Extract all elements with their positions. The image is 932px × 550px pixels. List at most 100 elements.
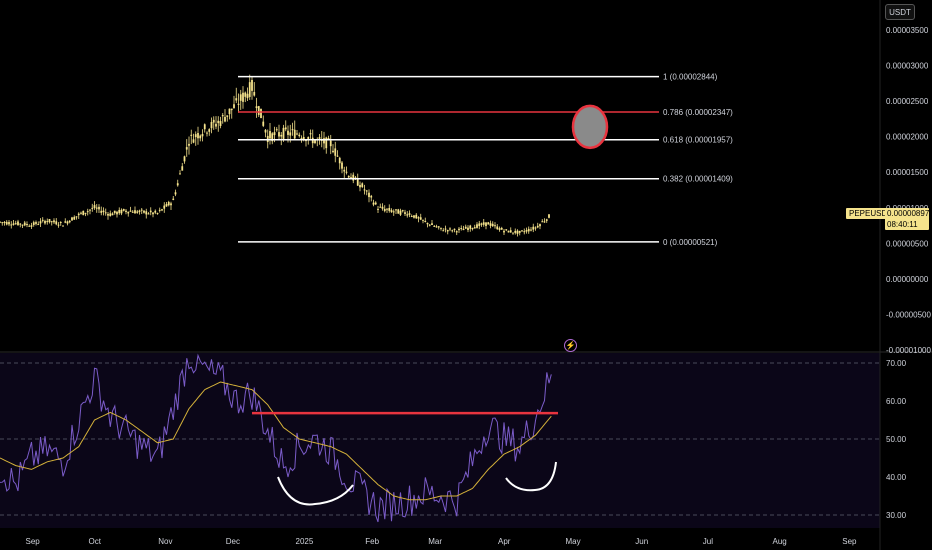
candle-body (26, 223, 28, 225)
candle-body (487, 222, 490, 225)
candle-body (390, 210, 393, 213)
currency-badge[interactable]: USDT (885, 4, 915, 20)
candle-body (145, 211, 148, 215)
price-tick-label: 0.00003500 (886, 26, 929, 35)
month-label: Oct (89, 537, 102, 546)
candle-body (275, 129, 278, 131)
candle-body (50, 221, 53, 223)
candle-body (217, 120, 220, 124)
candle-body (503, 230, 505, 233)
candles (0, 74, 550, 237)
candle-body (0, 221, 1, 223)
candle-body (422, 219, 424, 221)
last-price-tag: 0.00000897 08:40:11 (885, 208, 929, 230)
candle-body (381, 206, 384, 209)
candle-body (165, 204, 168, 207)
candle-body (156, 213, 159, 215)
candle-body (309, 133, 312, 135)
time-axis[interactable]: Sep Oct Nov Dec 2025 Feb Mar Apr May Jun Jul Aug Sep (26, 537, 858, 546)
candle-body (417, 217, 420, 219)
candle-body (514, 230, 517, 233)
candle-body (406, 214, 409, 216)
candle-body (300, 137, 303, 139)
price-tick-label: 0.00003000 (886, 62, 929, 71)
month-label: May (566, 537, 581, 546)
bottom-arc-left (277, 476, 354, 506)
month-label: Dec (226, 537, 240, 546)
candle-body (464, 226, 467, 229)
candle-body (368, 192, 370, 198)
candle-body (338, 157, 341, 164)
candle-body (107, 213, 109, 216)
candle-body (545, 219, 548, 221)
candle-body (23, 222, 26, 226)
candle-body (460, 227, 463, 229)
candle-body (125, 210, 127, 212)
candle-body (233, 104, 235, 108)
candle-body (228, 108, 231, 115)
candle-body (30, 225, 33, 227)
candle-body (21, 224, 24, 226)
month-label: Jul (703, 537, 713, 546)
candle-body (154, 210, 157, 213)
candle-body (219, 121, 222, 126)
symbol-tag: PEPEUSDT (846, 208, 896, 219)
candle-body (251, 79, 253, 91)
candle-body (224, 116, 226, 122)
candle-body (332, 150, 334, 153)
candle-body (37, 224, 40, 226)
candle-body (374, 202, 377, 205)
candle-body (253, 92, 256, 96)
candle-body (509, 230, 512, 233)
candle-body (336, 155, 339, 157)
candle-body (269, 131, 271, 139)
candle-body (190, 134, 193, 136)
candle-body (451, 230, 454, 232)
candle-body (426, 222, 429, 225)
fib-level-label: 0 (0.00000521) (663, 238, 718, 247)
candle-body (291, 129, 294, 131)
candle-body (183, 156, 186, 162)
candle-body (93, 205, 96, 209)
candle-body (516, 230, 519, 234)
candle-body (329, 140, 332, 147)
candle-body (244, 92, 247, 97)
drawings[interactable] (252, 104, 609, 506)
candle-body (226, 115, 229, 117)
candle-body (134, 210, 136, 214)
candle-body (435, 226, 438, 228)
rsi-axis[interactable]: 70.00 60.00 50.00 40.00 30.00 (886, 359, 907, 520)
candle-body (307, 137, 310, 140)
candle-body (397, 209, 400, 214)
fib-level-label: 0.786 (0.00002347) (663, 108, 733, 117)
candle-body (399, 210, 402, 215)
candle-body (543, 221, 546, 223)
candle-body (534, 227, 537, 229)
month-label: Jun (635, 537, 648, 546)
price-axis[interactable]: 0.00003500 0.00003000 0.00002500 0.00002000… (886, 26, 931, 355)
candle-body (75, 216, 78, 218)
candle-body (325, 137, 328, 149)
rsi-pane[interactable] (0, 353, 880, 528)
candle-body (278, 132, 280, 137)
candle-body (518, 230, 521, 233)
price-tick-label: 0.00000500 (886, 239, 929, 248)
candle-body (161, 209, 163, 211)
candle-body (327, 138, 330, 140)
candle-body (246, 93, 249, 99)
candle-body (350, 177, 352, 179)
price-pane[interactable] (0, 0, 880, 350)
candle-body (237, 103, 240, 105)
candle-body (113, 210, 116, 214)
candle-body (48, 218, 51, 223)
fib-level-label: 0.382 (0.00001409) (663, 175, 733, 184)
candle-body (491, 223, 494, 227)
candle-body (419, 217, 422, 220)
lightning-icon[interactable]: ⚡ (564, 339, 577, 352)
candle-body (305, 140, 307, 142)
candle-body (44, 220, 46, 224)
price-tick-label: 0.00000000 (886, 275, 929, 284)
candle-body (408, 213, 411, 215)
candle-body (149, 210, 152, 213)
